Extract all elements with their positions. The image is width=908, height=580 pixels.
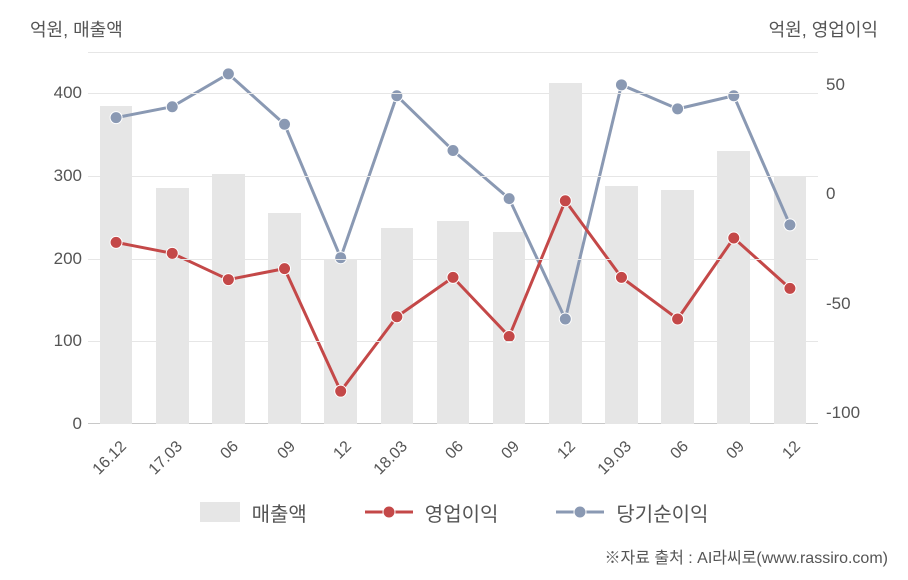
legend-item-bars: 매출액 [200, 498, 307, 527]
series-marker [615, 271, 627, 283]
legend-label-line2: 당기순이익 [616, 498, 708, 527]
x-tick-label: 06 [413, 438, 468, 493]
gridline [88, 93, 818, 94]
source-note: ※자료 출처 : AI라씨로(www.rassiro.com) [604, 544, 888, 568]
series-marker [503, 193, 515, 205]
x-tick-label: 17.03 [132, 438, 187, 493]
y1-tick-label: 200 [22, 249, 82, 269]
y2-tick-label: 0 [826, 184, 886, 204]
y2-tick-label: -50 [826, 294, 886, 314]
y1-tick-label: 400 [22, 83, 82, 103]
series-marker [279, 118, 291, 130]
series-marker [335, 385, 347, 397]
legend-swatch-line1 [365, 502, 413, 522]
line-svg [88, 52, 818, 424]
y2-tick-label: 50 [826, 75, 886, 95]
x-tick-label: 06 [188, 438, 243, 493]
y2-axis-title: 억원, 영업이익 [769, 16, 878, 42]
gridline [88, 259, 818, 260]
x-tick-label: 16.12 [76, 438, 131, 493]
x-tick-label: 12 [749, 438, 804, 493]
legend-label-line1: 영업이익 [425, 498, 499, 527]
x-tick-label: 09 [693, 438, 748, 493]
series-marker [110, 112, 122, 124]
series-marker [728, 90, 740, 102]
series-marker [447, 144, 459, 156]
gridline [88, 341, 818, 342]
series-marker [391, 311, 403, 323]
legend-swatch-line2 [556, 502, 604, 522]
series-marker [447, 271, 459, 283]
series-marker [672, 103, 684, 115]
series-marker [222, 274, 234, 286]
x-tick-label: 18.03 [356, 438, 411, 493]
legend: 매출액 영업이익 당기순이익 [0, 492, 908, 532]
series-marker [391, 90, 403, 102]
legend-item-line1: 영업이익 [365, 498, 499, 527]
y2-tick-label: -100 [826, 403, 886, 423]
series-marker [166, 101, 178, 113]
y1-axis-title: 억원, 매출액 [30, 16, 123, 42]
legend-label-bars: 매출액 [252, 498, 307, 527]
y1-tick-label: 0 [22, 414, 82, 434]
x-tick-label: 06 [637, 438, 692, 493]
legend-item-line2: 당기순이익 [556, 498, 708, 527]
series-marker [672, 313, 684, 325]
plot-area [88, 52, 818, 424]
series-marker [559, 195, 571, 207]
x-tick-label: 12 [300, 438, 355, 493]
series-marker [728, 232, 740, 244]
series-line [116, 201, 790, 391]
x-tick-label: 19.03 [581, 438, 636, 493]
chart-container: 억원, 매출액 억원, 영업이익 매출액 영업이익 당기순이익 ※자료 출처 :… [0, 0, 908, 580]
series-marker [615, 79, 627, 91]
x-tick-label: 09 [244, 438, 299, 493]
series-marker [110, 236, 122, 248]
y1-tick-label: 300 [22, 166, 82, 186]
series-marker [784, 282, 796, 294]
series-marker [559, 313, 571, 325]
series-marker [166, 247, 178, 259]
gridline [88, 176, 818, 177]
y1-tick-label: 100 [22, 331, 82, 351]
series-marker [784, 219, 796, 231]
x-tick-label: 09 [469, 438, 524, 493]
legend-swatch-bars [200, 502, 240, 522]
series-marker [222, 68, 234, 80]
series-marker [279, 263, 291, 275]
x-tick-label: 12 [525, 438, 580, 493]
